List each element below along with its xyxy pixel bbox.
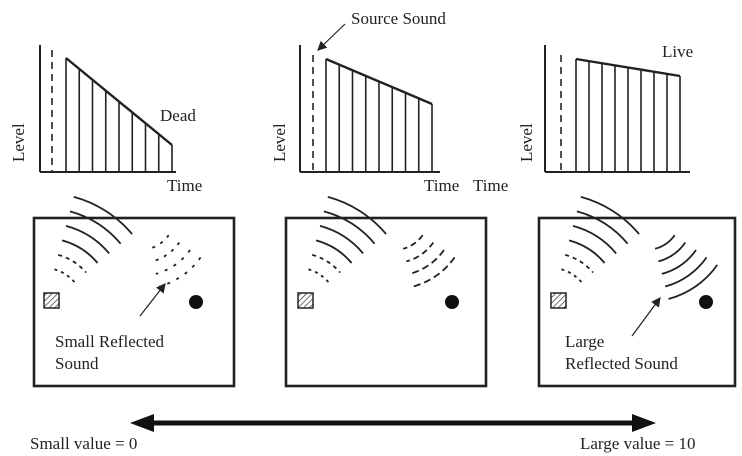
- sound-wave-arc: [406, 241, 435, 263]
- decay-envelope: [325, 57, 433, 106]
- live-label: Live: [662, 42, 693, 61]
- sound-wave-arc: [57, 254, 87, 274]
- listener-icon: [189, 295, 203, 309]
- sound-wave-arc: [327, 196, 387, 235]
- sound-wave-arc: [311, 254, 341, 274]
- scale-max-label: Large value = 10: [580, 434, 695, 453]
- x-axis-label: Time: [424, 176, 459, 195]
- sound-wave-arc: [664, 256, 708, 288]
- sound-wave-arc: [158, 256, 202, 288]
- source-sound-label: Source Sound: [351, 9, 446, 28]
- speaker-icon: [297, 292, 314, 309]
- room-caption-line2: Reflected Sound: [565, 354, 678, 373]
- room-caption-line2: Sound: [55, 354, 99, 373]
- decay-graph-dead: Level Time Dead: [9, 45, 202, 195]
- sound-waves: [308, 196, 456, 288]
- x-axis-label: Time: [167, 176, 202, 195]
- sound-wave-arc: [319, 225, 364, 254]
- speaker-icon: [43, 292, 60, 309]
- sound-wave-arc: [572, 225, 617, 254]
- scale-arrowhead-right: [632, 414, 656, 432]
- sound-wave-arc: [308, 268, 330, 283]
- room-medium-reflection: [284, 196, 488, 388]
- room-small-reflection: Small Reflected Sound: [32, 196, 236, 388]
- reflection-bars: [325, 59, 433, 172]
- y-axis-label: Level: [9, 123, 28, 162]
- sound-wave-arc: [668, 264, 719, 300]
- room-frame: [32, 216, 236, 388]
- sound-wave-arc: [564, 254, 594, 274]
- sound-wave-arc: [412, 256, 456, 288]
- sound-wave-arc: [65, 225, 110, 254]
- decay-graph-live: Level Time Live: [473, 42, 693, 195]
- sound-wave-arc: [661, 249, 697, 275]
- dead-label: Dead: [160, 106, 196, 125]
- sound-wave-arc: [568, 239, 606, 264]
- source-sound-callout-arrow: [317, 23, 346, 51]
- sound-wave-arc: [69, 210, 122, 245]
- scale-min-label: Small value = 0: [30, 434, 137, 453]
- sound-wave-arc: [409, 249, 445, 275]
- sound-wave-arc: [561, 268, 583, 283]
- decay-envelope: [65, 57, 173, 146]
- listener-icon: [699, 295, 713, 309]
- room-large-reflection: Large Reflected Sound: [537, 196, 737, 388]
- reflection-bars: [575, 59, 681, 172]
- sound-wave-arc: [654, 234, 676, 250]
- x-axis-label: Time: [473, 176, 508, 195]
- decay-graph-middle: Source Sound Level Time: [270, 9, 459, 195]
- sound-wave-arc: [315, 239, 353, 264]
- speaker-icon: [550, 292, 567, 309]
- room-caption-line1: Small Reflected: [55, 332, 165, 351]
- sound-wave-arc: [61, 239, 99, 264]
- sound-wave-arc: [54, 268, 76, 283]
- sound-wave-arc: [73, 196, 133, 235]
- y-axis-label: Level: [517, 123, 536, 162]
- callout-arrow: [139, 283, 166, 317]
- room-caption-line1: Large: [565, 332, 604, 351]
- callout-arrow: [631, 297, 661, 337]
- scale-arrowhead-left: [130, 414, 154, 432]
- sound-wave-arc: [576, 210, 629, 245]
- sound-wave-arc: [658, 241, 687, 263]
- sound-waves: [54, 196, 202, 288]
- sound-wave-arc: [152, 241, 181, 263]
- sound-wave-arc: [148, 234, 170, 250]
- sound-wave-arc: [402, 234, 424, 250]
- listener-icon: [445, 295, 459, 309]
- room-frame: [284, 216, 488, 388]
- room-frame: [537, 216, 737, 388]
- decay-envelope: [575, 57, 681, 78]
- sound-wave-arc: [323, 210, 376, 245]
- sound-wave-arc: [155, 249, 191, 275]
- sound-wave-arc: [580, 196, 640, 235]
- sound-waves: [561, 196, 719, 300]
- y-axis-label: Level: [270, 123, 289, 162]
- reflection-bars: [65, 58, 173, 172]
- scale-arrow: Small value = 0 Large value = 10: [30, 414, 695, 453]
